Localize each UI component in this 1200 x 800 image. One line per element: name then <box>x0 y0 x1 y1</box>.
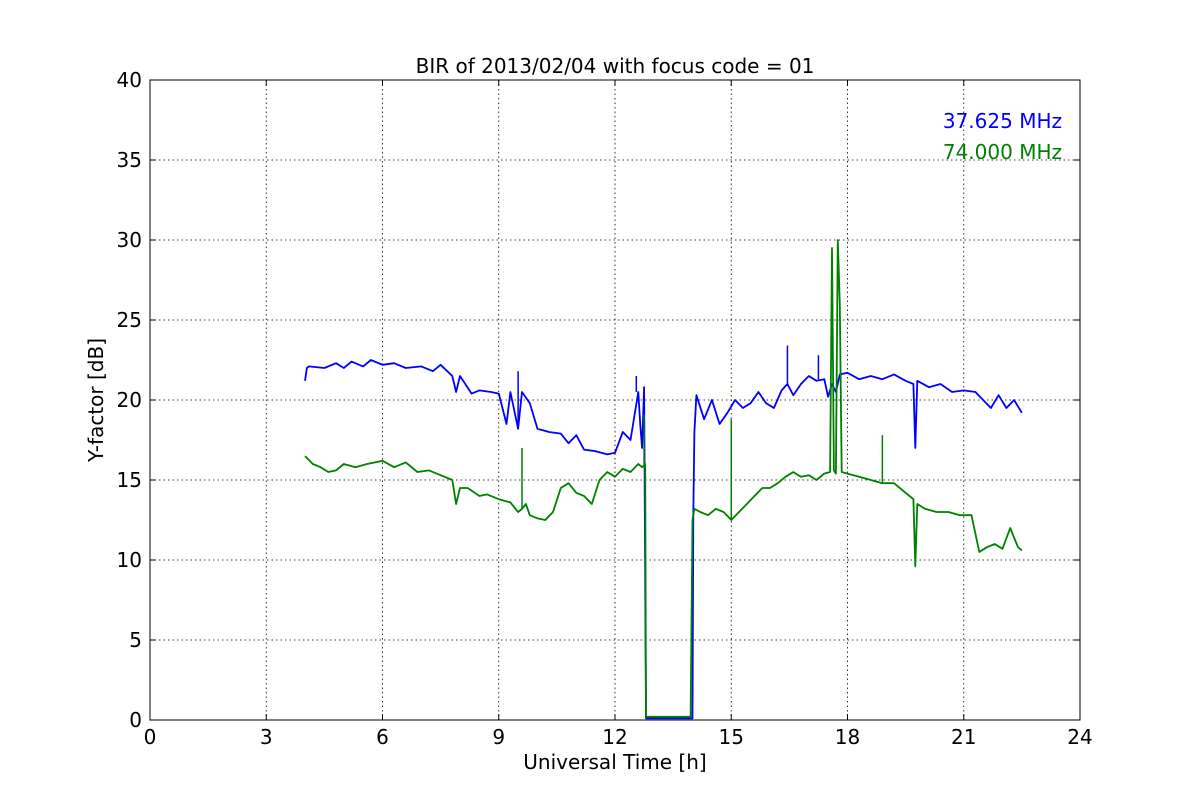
x-tick-label: 21 <box>951 725 976 749</box>
y-tick-label: 0 <box>129 708 142 732</box>
grid-layer <box>150 80 1080 720</box>
x-tick-label: 12 <box>602 725 627 749</box>
x-tick-label: 6 <box>376 725 389 749</box>
y-tick-label: 5 <box>129 628 142 652</box>
series-line-1 <box>304 359 1023 720</box>
series-layer <box>304 239 1023 720</box>
x-tick-label: 9 <box>492 725 505 749</box>
legend-entry-2: 74.000 MHz <box>943 140 1062 164</box>
y-tick-label: 30 <box>117 228 142 252</box>
y-tick-label: 10 <box>117 548 142 572</box>
y-tick-label: 25 <box>117 308 142 332</box>
x-axis-label: Universal Time [h] <box>523 750 706 774</box>
y-tick-label: 40 <box>117 68 142 92</box>
y-tick-label: 35 <box>117 148 142 172</box>
x-tick-label: 0 <box>144 725 157 749</box>
y-tick-label: 20 <box>117 388 142 412</box>
x-tick-label: 24 <box>1067 725 1092 749</box>
legend: 37.625 MHz 74.000 MHz <box>943 109 1062 164</box>
legend-entry-1: 37.625 MHz <box>943 109 1062 133</box>
chart-title: BIR of 2013/02/04 with focus code = 01 <box>416 54 815 78</box>
x-tick-label: 3 <box>260 725 273 749</box>
y-axis-label: Y-factor [dB] <box>84 338 108 463</box>
x-tick-label: 18 <box>835 725 860 749</box>
x-tick-label: 15 <box>719 725 744 749</box>
tick-layer: 0 3 6 9 12 15 18 21 24 0 5 10 15 20 25 30 35 40 <box>117 68 1093 749</box>
y-tick-label: 15 <box>117 468 142 492</box>
series-line-2 <box>304 239 1023 718</box>
